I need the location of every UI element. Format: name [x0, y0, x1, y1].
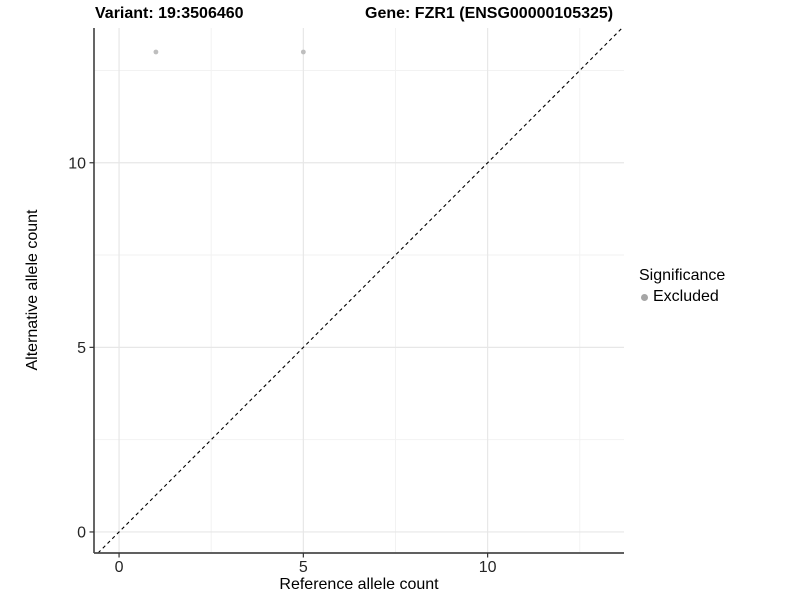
- x-tick-label: 10: [479, 559, 497, 576]
- data-point: [300, 49, 306, 55]
- identity-line: [97, 27, 623, 554]
- legend: Significance Excluded: [639, 267, 725, 306]
- plot-title-variant: Variant: 19:3506460: [95, 5, 244, 22]
- plot-title-gene: Gene: FZR1 (ENSG00000105325): [365, 5, 614, 22]
- legend-marker-circle: [641, 293, 648, 301]
- x-tick-label: 0: [115, 559, 124, 576]
- x-tick-label: 5: [299, 559, 308, 576]
- y-tick-label: 0: [77, 524, 86, 541]
- y-tick-label: 5: [77, 340, 86, 357]
- legend-item-excluded: Excluded: [641, 288, 725, 306]
- legend-title: Significance: [639, 267, 726, 284]
- y-axis-title: Alternative allele count: [24, 209, 41, 371]
- data-point: [153, 49, 159, 55]
- legend-item-label: Excluded: [653, 288, 719, 305]
- x-axis-title: Reference allele count: [279, 576, 439, 593]
- y-tick-label: 10: [68, 155, 86, 172]
